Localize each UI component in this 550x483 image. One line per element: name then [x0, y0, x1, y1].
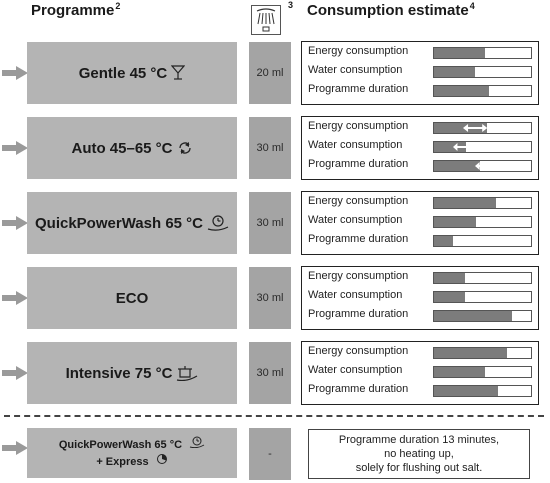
- consumption-header-label: Consumption estimate: [307, 2, 469, 19]
- energy-bar-fill: [434, 273, 466, 283]
- water-bar: [433, 141, 532, 153]
- extra-note-line: no heating up,: [384, 448, 454, 460]
- detergent-dispenser-icon: [251, 5, 281, 35]
- energy-bar: [433, 47, 532, 59]
- energy-label: Energy consumption: [308, 345, 409, 357]
- water-label: Water consumption: [308, 214, 403, 226]
- programme-quickpowerwash-express[interactable]: QuickPowerWash 65 °C + Express: [27, 428, 237, 478]
- water-bar: [433, 291, 532, 303]
- duration-label: Programme duration: [308, 83, 409, 95]
- intensive-pot-icon: [176, 365, 198, 381]
- range-double-arrow-icon: [474, 162, 498, 170]
- energy-label: Energy consumption: [308, 45, 409, 57]
- duration-bar-fill: [434, 236, 454, 246]
- water-bar-fill: [434, 217, 476, 227]
- arrow-right-icon: [2, 366, 28, 380]
- detergent-dose-extra: -: [249, 428, 291, 480]
- programme-gentle-45-c[interactable]: Gentle 45 °C: [27, 42, 237, 104]
- section-divider: [4, 415, 544, 417]
- energy-bar: [433, 347, 532, 359]
- consumption-estimate-box: Energy consumption Water consumption Progr…: [301, 41, 539, 105]
- range-double-arrow-icon: [463, 124, 488, 132]
- duration-bar: [433, 385, 532, 397]
- programme-name: Intensive 75 °C: [65, 364, 173, 382]
- glass-icon: [171, 65, 186, 81]
- programme-eco[interactable]: ECO: [27, 267, 237, 329]
- arrow-right-icon: [2, 141, 28, 155]
- duration-bar-fill: [434, 386, 499, 396]
- energy-bar-fill: [434, 348, 507, 358]
- detergent-dose: 20 ml: [249, 42, 291, 104]
- duration-bar-fill: [434, 161, 480, 171]
- express-icon: [156, 453, 168, 465]
- energy-bar: [433, 122, 532, 134]
- extra-line1-text: QuickPowerWash 65 °C: [58, 439, 183, 451]
- programme-quickpowerwash-65-c[interactable]: QuickPowerWash 65 °C: [27, 192, 237, 254]
- consumption-estimate-box: Energy consumption Water consumption Progr…: [301, 191, 539, 255]
- energy-bar-fill: [434, 48, 486, 58]
- programme-header: Programme2: [31, 1, 120, 19]
- water-bar-fill: [434, 367, 486, 377]
- arrow-right-icon: [2, 216, 28, 230]
- water-bar: [433, 366, 532, 378]
- extra-line2-text: + Express: [96, 456, 149, 468]
- detergent-dose: 30 ml: [249, 342, 291, 404]
- energy-label: Energy consumption: [308, 195, 409, 207]
- arrow-right-icon: [2, 66, 28, 80]
- duration-bar-fill: [434, 311, 512, 321]
- detergent-dose: 30 ml: [249, 117, 291, 179]
- water-label: Water consumption: [308, 289, 403, 301]
- programme-quickpowerwash-express-line2: + Express: [96, 453, 167, 470]
- detergent-footnote: 3: [288, 0, 294, 10]
- consumption-header-footnote: 4: [469, 1, 475, 11]
- programme-auto-45-65-c[interactable]: Auto 45–65 °C: [27, 117, 237, 179]
- energy-label: Energy consumption: [308, 120, 409, 132]
- programme-name: Gentle 45 °C: [78, 64, 168, 82]
- programme-name: ECO: [115, 289, 149, 307]
- energy-bar: [433, 272, 532, 284]
- duration-label: Programme duration: [308, 233, 409, 245]
- duration-bar: [433, 310, 532, 322]
- programme-quickpowerwash-express-line1: QuickPowerWash 65 °C: [59, 436, 205, 453]
- programme-header-label: Programme: [31, 2, 115, 19]
- energy-bar-fill: [434, 198, 497, 208]
- water-bar: [433, 216, 532, 228]
- consumption-header: Consumption estimate4: [307, 1, 475, 19]
- programme-name: Auto 45–65 °C: [71, 139, 173, 157]
- water-bar-fill: [434, 142, 466, 152]
- duration-label: Programme duration: [308, 308, 409, 320]
- programme-header-footnote: 2: [115, 1, 121, 11]
- detergent-dose: 30 ml: [249, 267, 291, 329]
- duration-bar: [433, 85, 532, 97]
- programme-name: QuickPowerWash 65 °C: [35, 214, 203, 232]
- water-label: Water consumption: [308, 64, 403, 76]
- arrow-right-icon: [2, 291, 28, 305]
- consumption-estimate-box: Energy consumption Water consumption Progr…: [301, 116, 539, 180]
- extra-note-line: solely for flushing out salt.: [355, 462, 483, 474]
- energy-bar: [433, 197, 532, 209]
- consumption-estimate-box: Energy consumption Water consumption Progr…: [301, 266, 539, 330]
- duration-label: Programme duration: [308, 158, 409, 170]
- energy-label: Energy consumption: [308, 270, 409, 282]
- detergent-dose: 30 ml: [249, 192, 291, 254]
- auto-cycle-icon: [177, 140, 193, 156]
- programme-intensive-75-c[interactable]: Intensive 75 °C: [27, 342, 237, 404]
- consumption-estimate-box: Energy consumption Water consumption Progr…: [301, 341, 539, 405]
- water-bar-fill: [434, 292, 466, 302]
- water-bar: [433, 66, 532, 78]
- duration-bar: [433, 235, 532, 247]
- water-label: Water consumption: [308, 364, 403, 376]
- water-label: Water consumption: [308, 139, 403, 151]
- quick-power-wash-icon: [207, 215, 229, 231]
- water-bar-fill: [434, 67, 475, 77]
- duration-bar-fill: [434, 86, 490, 96]
- duration-bar: [433, 160, 532, 172]
- extra-note-line: Programme duration 13 minutes,: [338, 434, 500, 446]
- energy-bar-fill: [434, 123, 488, 133]
- quick-power-wash-icon: [189, 436, 205, 448]
- arrow-right-icon: [2, 441, 28, 455]
- extra-note: Programme duration 13 minutes, no heatin…: [308, 429, 530, 479]
- range-double-arrow-icon: [453, 143, 475, 151]
- duration-label: Programme duration: [308, 383, 409, 395]
